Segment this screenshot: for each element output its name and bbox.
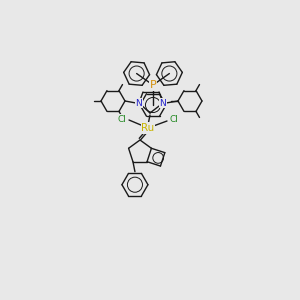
- Text: Cl: Cl: [118, 115, 126, 124]
- Text: N: N: [136, 98, 142, 107]
- Text: Ru: Ru: [141, 123, 154, 133]
- Text: Cl: Cl: [169, 116, 178, 124]
- Text: P: P: [150, 80, 156, 90]
- Text: N: N: [160, 98, 167, 107]
